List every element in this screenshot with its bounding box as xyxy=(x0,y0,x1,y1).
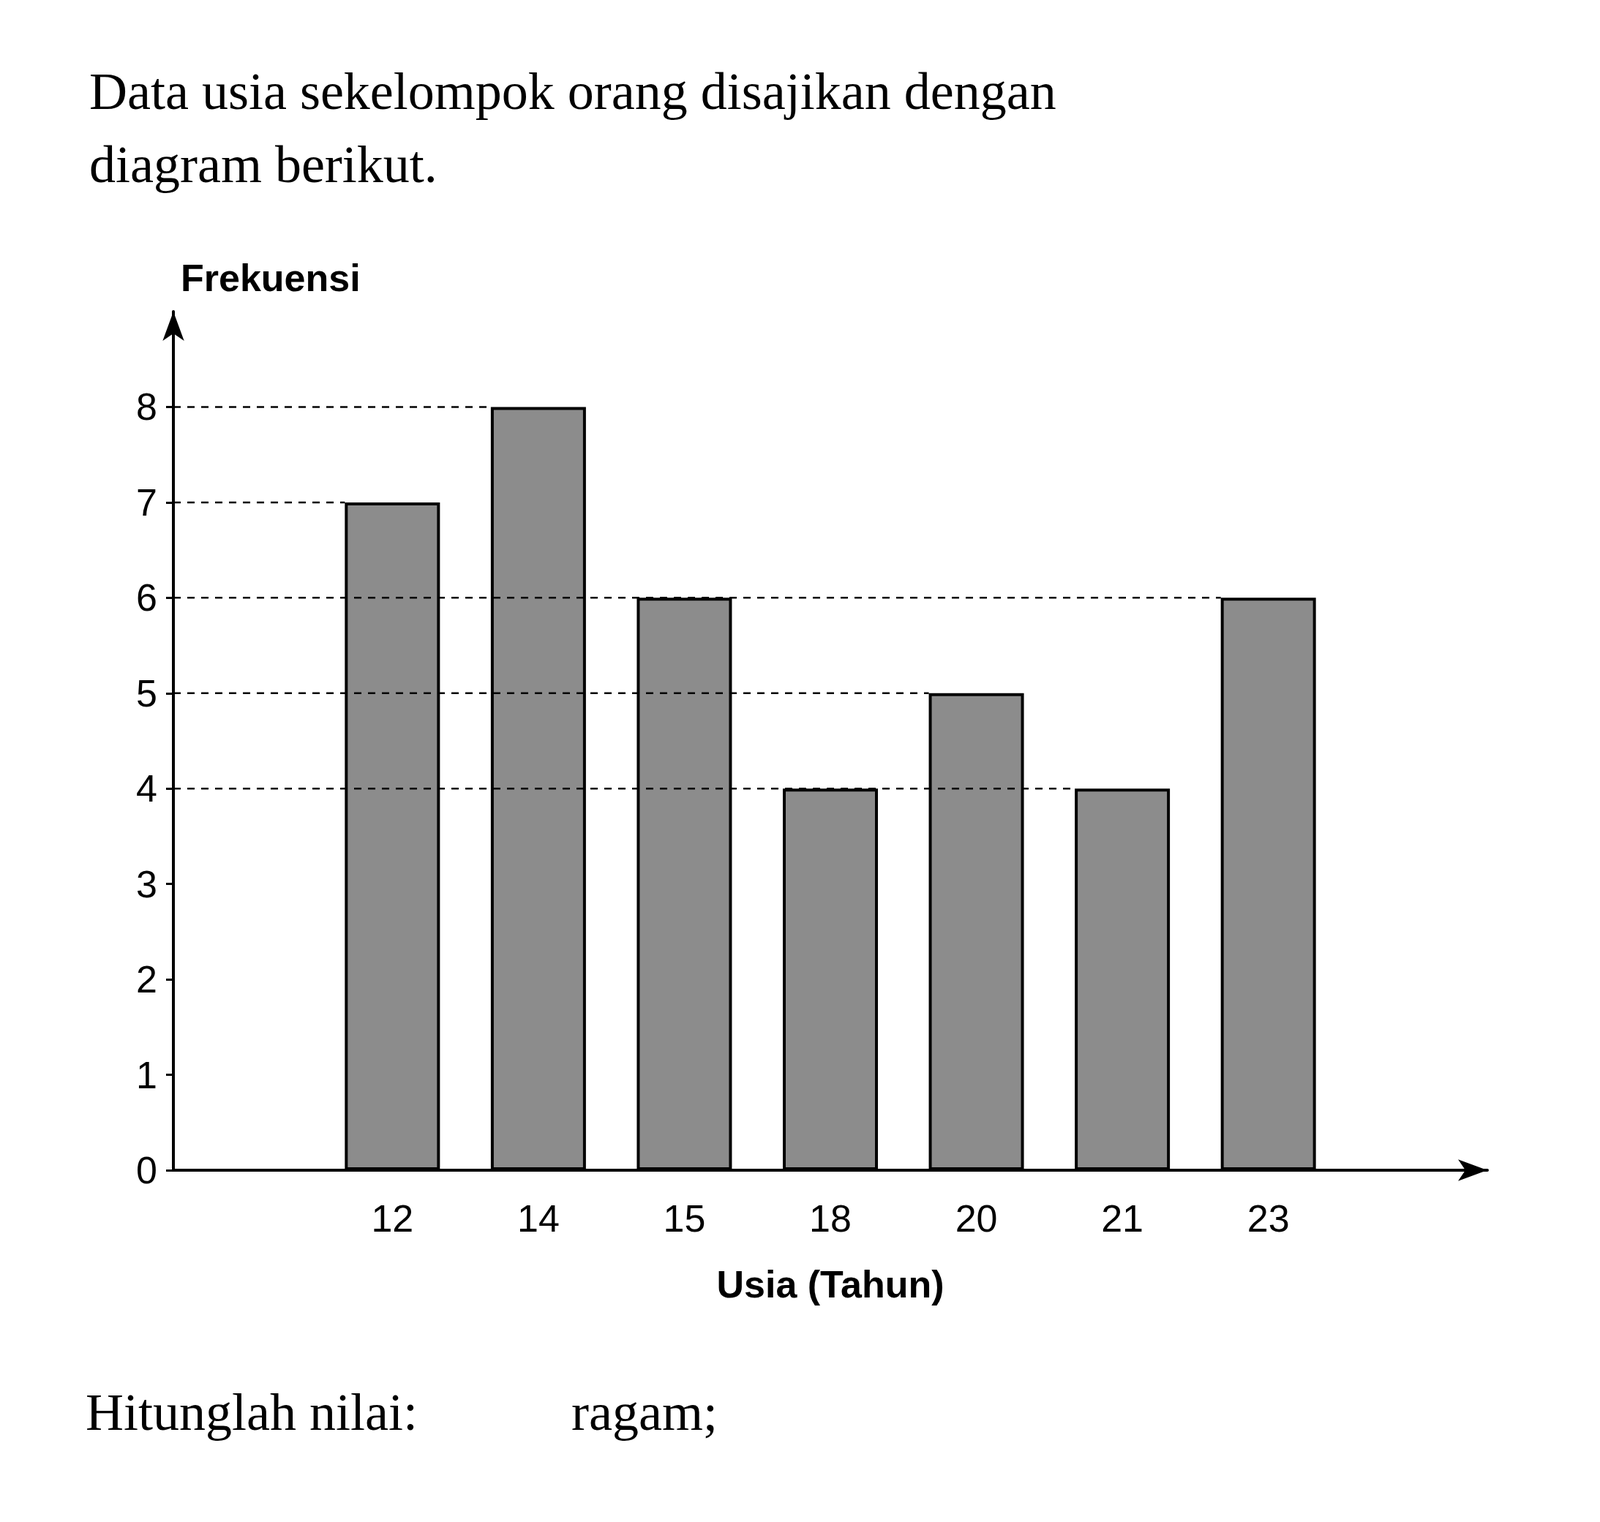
svg-text:12: 12 xyxy=(370,1197,414,1241)
svg-text:Hitunglah nilai:: Hitunglah nilai: xyxy=(85,1383,418,1442)
svg-text:15: 15 xyxy=(663,1197,706,1241)
svg-text:Data usia sekelompok orang dis: Data usia sekelompok orang disajikan den… xyxy=(89,62,1070,121)
svg-text:3: 3 xyxy=(136,863,158,906)
svg-text:ragam;: ragam; xyxy=(571,1383,718,1442)
svg-text:5: 5 xyxy=(136,672,158,715)
svg-text:8: 8 xyxy=(136,385,158,428)
svg-text:20: 20 xyxy=(955,1197,998,1241)
svg-text:6: 6 xyxy=(136,576,158,619)
svg-text:14: 14 xyxy=(517,1197,560,1241)
svg-text:diagram berikut.: diagram berikut. xyxy=(89,135,438,194)
svg-text:0: 0 xyxy=(136,1149,158,1192)
svg-text:23: 23 xyxy=(1247,1197,1290,1241)
svg-text:18: 18 xyxy=(809,1197,852,1241)
svg-text:2: 2 xyxy=(136,958,158,1001)
svg-text:4: 4 xyxy=(136,767,158,810)
svg-text:Usia (Tahun): Usia (Tahun) xyxy=(716,1263,944,1306)
svg-text:1: 1 xyxy=(136,1054,158,1097)
svg-text:7: 7 xyxy=(136,481,158,524)
svg-text:Frekuensi: Frekuensi xyxy=(180,256,361,300)
svg-text:21: 21 xyxy=(1101,1197,1144,1241)
